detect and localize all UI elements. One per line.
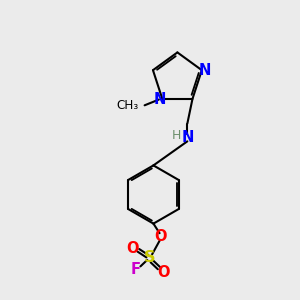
Text: F: F — [130, 262, 140, 277]
Text: O: O — [126, 242, 138, 256]
Text: N: N — [198, 63, 211, 78]
Text: N: N — [153, 92, 166, 107]
Text: N: N — [181, 130, 194, 146]
Text: O: O — [154, 229, 167, 244]
Text: O: O — [157, 265, 169, 280]
Text: S: S — [144, 250, 156, 265]
Text: H: H — [171, 129, 181, 142]
Text: CH₃: CH₃ — [116, 99, 138, 112]
